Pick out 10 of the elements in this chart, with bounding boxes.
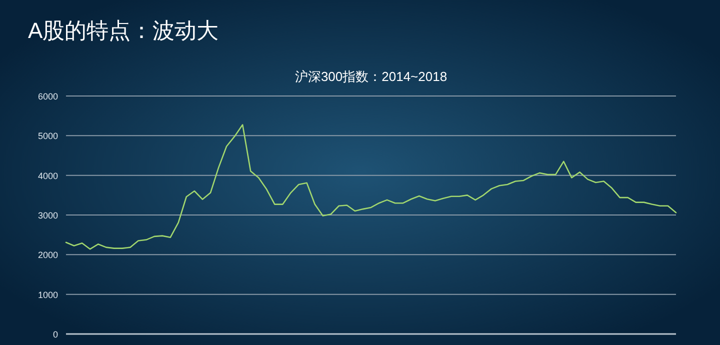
y-tick-label: 4000	[38, 170, 58, 181]
y-tick-label: 1000	[38, 290, 58, 300]
y-tick-label: 3000	[38, 210, 58, 220]
line-series	[65, 124, 677, 250]
y-tick-label: 2000	[38, 250, 58, 260]
chart-title: A股的特点：波动大	[28, 18, 219, 43]
y-tick-label: 6000	[38, 92, 58, 102]
chart-subtitle: 沪深300指数：2014~2018	[294, 69, 448, 84]
y-tick-label: 5000	[38, 131, 58, 142]
y-tick-label: 0	[52, 330, 58, 340]
